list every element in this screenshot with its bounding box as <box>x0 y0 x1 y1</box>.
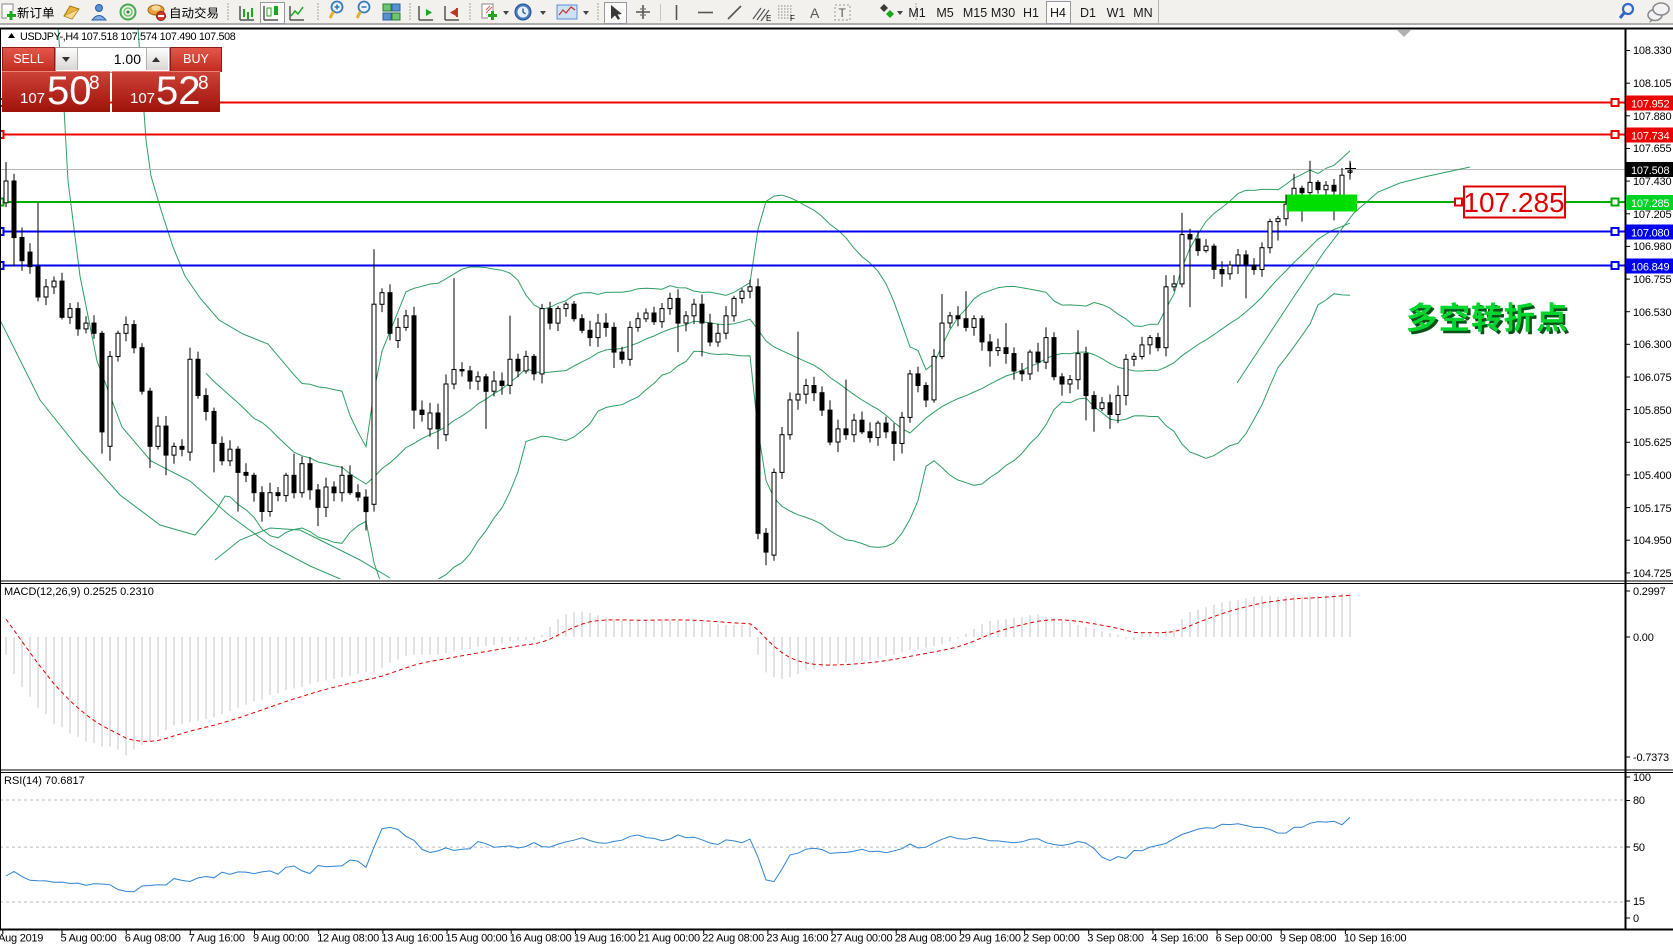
svg-text:0.00: 0.00 <box>1633 632 1654 644</box>
svg-text:-0.7373: -0.7373 <box>1633 752 1669 764</box>
svg-text:RSI(14) 70.6817: RSI(14) 70.6817 <box>4 775 85 787</box>
svg-text:13 Aug 16:00: 13 Aug 16:00 <box>381 933 443 945</box>
svg-text:80: 80 <box>1633 795 1645 807</box>
svg-text:2 Sep 00:00: 2 Sep 00:00 <box>1023 933 1080 945</box>
svg-text:E: E <box>766 14 771 23</box>
svg-text:M5: M5 <box>936 6 953 20</box>
svg-text:T: T <box>839 6 847 20</box>
svg-text:107.205: 107.205 <box>1633 209 1671 221</box>
svg-text:106.755: 106.755 <box>1633 274 1671 286</box>
svg-text:7 Aug 16:00: 7 Aug 16:00 <box>189 933 245 945</box>
svg-text:108.330: 108.330 <box>1633 45 1671 57</box>
svg-text:M30: M30 <box>991 6 1015 20</box>
svg-text:23 Aug 16:00: 23 Aug 16:00 <box>766 933 828 945</box>
svg-text:1 Aug 2019: 1 Aug 2019 <box>0 933 43 945</box>
svg-text:21 Aug 00:00: 21 Aug 00:00 <box>638 933 700 945</box>
svg-text:50: 50 <box>1633 842 1645 854</box>
svg-text:6 Aug 08:00: 6 Aug 08:00 <box>125 933 181 945</box>
svg-text:15 Aug 00:00: 15 Aug 00:00 <box>446 933 508 945</box>
svg-text:29 Aug 16:00: 29 Aug 16:00 <box>959 933 1021 945</box>
svg-text:12 Aug 08:00: 12 Aug 08:00 <box>317 933 379 945</box>
svg-text:105.625: 105.625 <box>1633 437 1671 449</box>
svg-text:H4: H4 <box>1050 6 1066 20</box>
svg-text:15: 15 <box>1633 896 1645 908</box>
svg-text:0.2997: 0.2997 <box>1633 586 1666 598</box>
svg-text:107.734: 107.734 <box>1631 131 1669 143</box>
svg-text:9 Sep 08:00: 9 Sep 08:00 <box>1280 933 1337 945</box>
svg-text:105.175: 105.175 <box>1633 503 1671 515</box>
svg-text:104.950: 104.950 <box>1633 535 1671 547</box>
svg-text:16 Aug 08:00: 16 Aug 08:00 <box>510 933 572 945</box>
svg-text:M1: M1 <box>908 6 925 20</box>
svg-text:107.880: 107.880 <box>1633 111 1671 123</box>
svg-text:H1: H1 <box>1023 6 1039 20</box>
svg-text:105.850: 105.850 <box>1633 405 1671 417</box>
svg-text:106.530: 106.530 <box>1633 307 1671 319</box>
svg-text:107.285: 107.285 <box>1463 187 1564 218</box>
svg-text:MACD(12,26,9) 0.2525 0.2310: MACD(12,26,9) 0.2525 0.2310 <box>4 586 154 598</box>
svg-text:10 Sep 16:00: 10 Sep 16:00 <box>1344 933 1407 945</box>
svg-text:107.508: 107.508 <box>1631 165 1669 177</box>
svg-text:27 Aug 00:00: 27 Aug 00:00 <box>831 933 893 945</box>
svg-text:106.300: 106.300 <box>1633 339 1671 351</box>
svg-text:106.849: 106.849 <box>1631 262 1669 274</box>
svg-text:3 Sep 08:00: 3 Sep 08:00 <box>1087 933 1144 945</box>
svg-text:106.075: 106.075 <box>1633 372 1671 384</box>
svg-text:A: A <box>810 5 820 21</box>
svg-text:108.105: 108.105 <box>1633 78 1671 90</box>
svg-text:107.285: 107.285 <box>1631 198 1669 210</box>
svg-text:M15: M15 <box>963 6 987 20</box>
svg-text:5 Aug 00:00: 5 Aug 00:00 <box>61 933 117 945</box>
svg-text:22 Aug 08:00: 22 Aug 08:00 <box>702 933 764 945</box>
svg-text:107.655: 107.655 <box>1633 143 1671 155</box>
svg-text:107.952: 107.952 <box>1631 99 1669 111</box>
svg-text:19 Aug 16:00: 19 Aug 16:00 <box>574 933 636 945</box>
svg-text:107.430: 107.430 <box>1633 176 1671 188</box>
svg-text:6 Sep 00:00: 6 Sep 00:00 <box>1216 933 1273 945</box>
svg-text:104.725: 104.725 <box>1633 568 1671 580</box>
svg-text:W1: W1 <box>1107 6 1126 20</box>
svg-text:F: F <box>790 14 795 23</box>
svg-text:4 Sep 16:00: 4 Sep 16:00 <box>1151 933 1208 945</box>
svg-text:9 Aug 00:00: 9 Aug 00:00 <box>253 933 309 945</box>
svg-text:D1: D1 <box>1080 6 1096 20</box>
svg-text:USDJPY-,H4 107.518 107.574 10: USDJPY-,H4 107.518 107.574 107.490 107.5… <box>20 31 236 43</box>
svg-text:MN: MN <box>1133 6 1152 20</box>
svg-text:107.080: 107.080 <box>1631 228 1669 240</box>
svg-text:105.400: 105.400 <box>1633 470 1671 482</box>
svg-text:0: 0 <box>1633 913 1639 925</box>
svg-text:28 Aug 08:00: 28 Aug 08:00 <box>895 933 957 945</box>
svg-text:106.980: 106.980 <box>1633 241 1671 253</box>
svg-text:100: 100 <box>1633 772 1651 784</box>
